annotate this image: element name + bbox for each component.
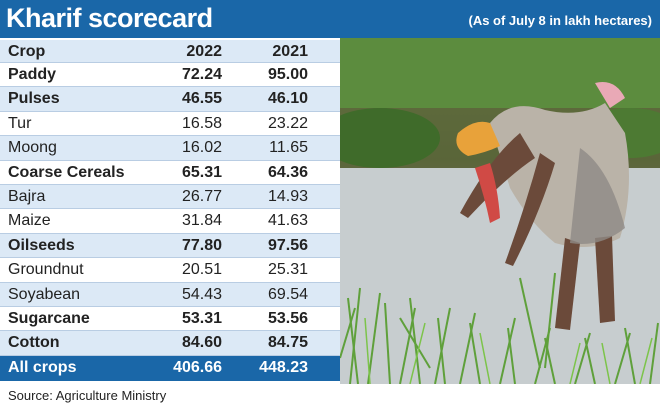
crop-name: Coarse Cereals: [8, 163, 125, 181]
crop-name: Oilseeds: [8, 236, 75, 254]
table-row: Maize 31.84 41.63: [0, 209, 340, 234]
crop-name: Soyabean: [8, 285, 81, 303]
crop-name: Paddy: [8, 66, 57, 83]
value-2022: 16.58: [181, 114, 222, 132]
table-row: Groundnut 20.51 25.31: [0, 258, 340, 283]
scorecard-table: Crop 2022 2021 Paddy 72.24 95.00 Pulses 46.5…: [0, 40, 340, 383]
value-2021: 97.56: [267, 236, 308, 254]
value-2022: 72.24: [181, 66, 222, 83]
table-row: Paddy 72.24 95.00: [0, 63, 340, 88]
total-2021: 448.23: [259, 358, 308, 376]
table-row: Sugarcane 53.31 53.56: [0, 307, 340, 332]
crop-name: Bajra: [8, 187, 46, 205]
table-row: Oilseeds 77.80 97.56: [0, 233, 340, 259]
table-row: Tur 16.58 23.22: [0, 112, 340, 137]
crop-name: Groundnut: [8, 261, 84, 279]
value-2021: 46.10: [267, 90, 308, 108]
table-row: Soyabean 54.43 69.54: [0, 282, 340, 307]
value-2022: 31.84: [181, 212, 222, 230]
table-row: Bajra 26.77 14.93: [0, 184, 340, 210]
value-2022: 16.02: [181, 139, 222, 157]
column-header-crop: Crop: [8, 43, 46, 60]
header-banner: Kharif scorecard (As of July 8 in lakh h…: [0, 0, 660, 38]
crop-name: Maize: [8, 212, 51, 230]
value-2021: 14.93: [267, 187, 308, 205]
value-2022: 26.77: [181, 187, 222, 205]
value-2021: 64.36: [267, 163, 308, 181]
page-title: Kharif scorecard: [6, 3, 213, 33]
total-label: All crops: [8, 358, 77, 376]
value-2021: 53.56: [267, 309, 308, 327]
value-2022: 65.31: [181, 163, 222, 181]
crop-name: Sugarcane: [8, 309, 90, 327]
value-2022: 84.60: [181, 334, 222, 352]
crop-name: Pulses: [8, 90, 60, 108]
value-2021: 11.65: [269, 139, 308, 157]
table-row: Moong 16.02 11.65: [0, 136, 340, 161]
crop-name: Cotton: [8, 334, 60, 352]
total-row: All crops 406.66 448.23: [0, 355, 340, 381]
value-2021: 84.75: [267, 334, 308, 352]
farmer-photo: [340, 38, 660, 384]
table-header-row: Crop 2022 2021: [0, 40, 340, 63]
column-header-2022: 2022: [186, 43, 222, 60]
source-note: Source: Agriculture Ministry: [8, 388, 167, 403]
value-2021: 23.22: [267, 114, 308, 132]
value-2022: 77.80: [181, 236, 222, 254]
value-2021: 41.63: [267, 212, 308, 230]
table-row: Pulses 46.55 46.10: [0, 87, 340, 112]
crop-name: Moong: [8, 139, 57, 157]
total-2022: 406.66: [173, 358, 222, 376]
paddy-field-image: [340, 38, 660, 384]
column-header-2021: 2021: [272, 43, 308, 60]
crop-name: Tur: [8, 114, 32, 132]
table-row: Cotton 84.60 84.75: [0, 331, 340, 356]
value-2022: 46.55: [181, 90, 222, 108]
value-2022: 20.51: [181, 261, 222, 279]
table-row: Coarse Cereals 65.31 64.36: [0, 161, 340, 185]
value-2022: 54.43: [181, 285, 222, 303]
value-2022: 53.31: [181, 309, 222, 327]
value-2021: 69.54: [267, 285, 308, 303]
value-2021: 25.31: [267, 261, 308, 279]
units-note: (As of July 8 in lakh hectares): [468, 13, 652, 28]
value-2021: 95.00: [267, 66, 308, 83]
